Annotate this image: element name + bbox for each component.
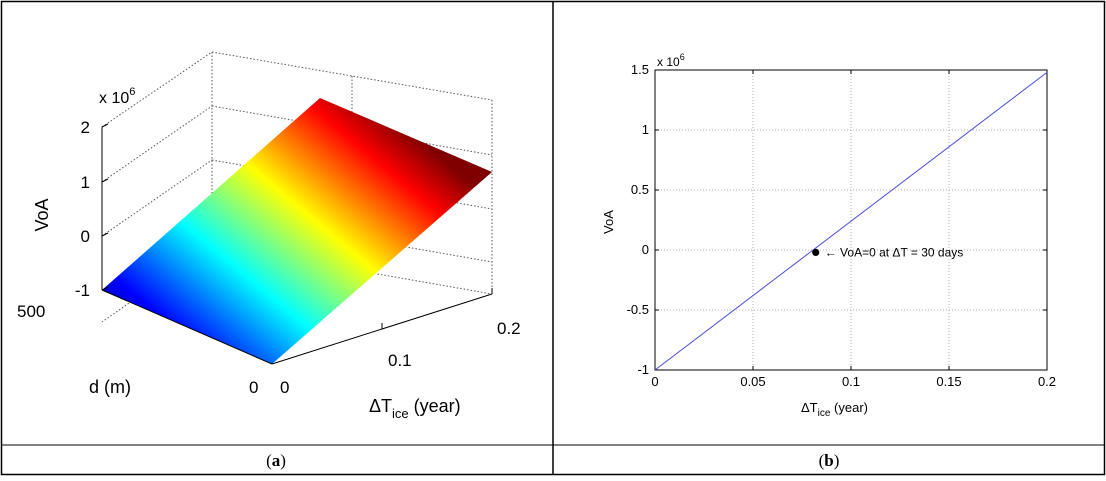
x-tick-label: 0	[280, 378, 289, 397]
y-tick-label: 0	[642, 242, 649, 257]
annotation-label: ← VoA=0 at ΔT = 30 days	[825, 245, 964, 259]
y-tick-label: 1	[642, 122, 649, 137]
y-tick-label: 0.5	[631, 182, 649, 197]
y-axis-label: VoA	[601, 210, 616, 234]
y-axis-label: d (m)	[89, 377, 131, 397]
z-tick-label: -1	[75, 281, 90, 300]
z-multiplier: x 106	[99, 86, 135, 107]
y-tick-label: -0.5	[627, 302, 649, 317]
panel-a-surface-plot: x 106 2 1 0 -1 VoA 500 0 d (m) 0 0.1 0.2…	[17, 51, 521, 421]
panel-b-line-plot: 0 0.05 0.1 0.15 0.2 -1 -0.5 0 0.5 1 1.5 ← VoA=0 a…	[601, 52, 1056, 419]
series-line	[654, 72, 1048, 371]
x-axis-label: ΔTice (year)	[801, 400, 868, 419]
x-tick-label: 0.2	[497, 319, 521, 338]
x-axis-label: ΔTice (year)	[369, 396, 461, 421]
y-tick-label: 1.5	[631, 62, 649, 77]
panel-b-caption: (b)	[819, 451, 840, 470]
x-tick-label: 0	[651, 374, 658, 389]
y-tick-label: 0	[249, 378, 258, 397]
x-tick-label: 0.1	[388, 351, 412, 370]
y-tick-labels: -1 -0.5 0 0.5 1 1.5	[627, 62, 649, 377]
tick-marks	[654, 69, 1048, 371]
x-tick-label: 0.1	[842, 374, 860, 389]
surface-tick-marks	[101, 123, 493, 329]
z-tick-label: 0	[81, 227, 90, 246]
x-tick-label: 0.15	[936, 374, 961, 389]
z-tick-label: 2	[81, 118, 90, 137]
x-tick-label: 0.2	[1038, 374, 1056, 389]
series-lines	[654, 72, 1048, 371]
zero-crossing-marker	[812, 248, 820, 256]
x-tick-labels: 0 0.05 0.1 0.15 0.2	[651, 374, 1056, 389]
y-multiplier: x 106	[657, 52, 685, 69]
y-tick-label: 500	[17, 302, 45, 321]
surface-patch	[102, 98, 492, 364]
z-axis-label: VoA	[32, 198, 52, 231]
z-tick-label: 1	[81, 173, 90, 192]
grid-lines	[655, 70, 1047, 370]
y-tick-label: -1	[637, 362, 649, 377]
x-tick-label: 0.05	[740, 374, 765, 389]
panel-a-caption: (a)	[266, 451, 286, 470]
